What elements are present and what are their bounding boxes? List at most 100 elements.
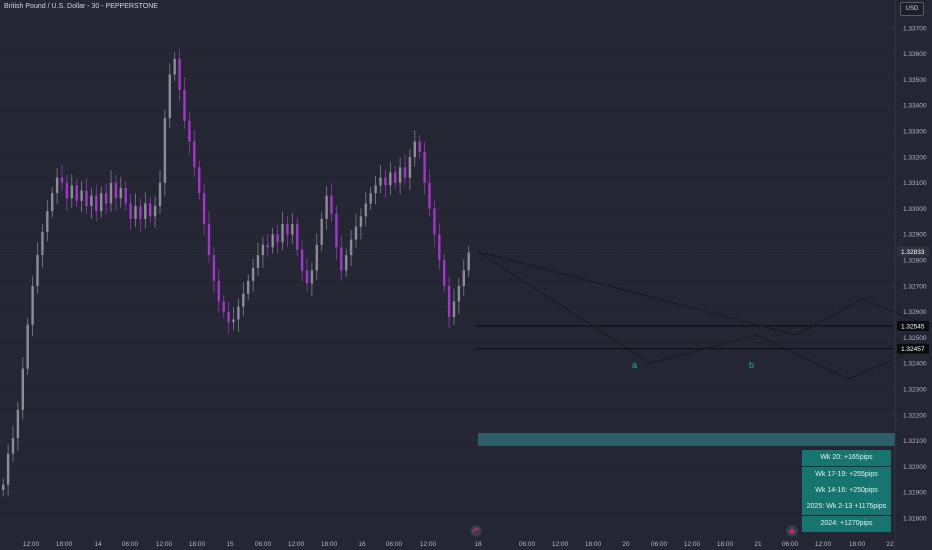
candle-body: [428, 182, 431, 209]
x-tick-label: 12:00: [552, 541, 569, 548]
candle-body: [153, 206, 157, 217]
candle-body: [271, 234, 274, 248]
x-tick-label: 12:00: [288, 541, 305, 548]
candle-body: [247, 280, 250, 294]
candle-body: [2, 484, 5, 490]
y-tick-label: 1.33200: [903, 154, 927, 161]
levels: 1.32833 1.32545 1.32457: [0, 246, 929, 446]
candle-body: [300, 249, 304, 271]
tradingview-logo-icon[interactable]: [470, 525, 482, 537]
candle-body: [266, 244, 269, 248]
price-tag-bg: [897, 320, 929, 331]
candle-body: [389, 172, 392, 186]
candle-body: [95, 195, 98, 212]
candle-body: [70, 185, 73, 199]
candle-body: [134, 206, 137, 219]
candle-body: [188, 120, 191, 142]
candle-body: [403, 167, 407, 178]
y-tick-label: 1.33400: [903, 103, 927, 110]
x-tick-label: 21: [754, 541, 762, 548]
candle-body: [438, 234, 441, 261]
candle-body: [55, 177, 59, 194]
candle-body: [207, 224, 211, 256]
candles: [2, 49, 470, 497]
candle-body: [286, 224, 289, 235]
price-tag-bg: [897, 343, 929, 354]
candle-body: [202, 193, 206, 225]
candle-body: [359, 216, 363, 227]
candle-body: [443, 260, 446, 286]
candle-body: [349, 239, 353, 256]
projection-path_2: [477, 251, 932, 336]
x-tick-label: 06:00: [519, 541, 536, 548]
candle-body: [315, 244, 318, 271]
candle-body: [374, 185, 377, 194]
candle-body: [90, 195, 93, 207]
candle-body: [462, 270, 465, 286]
candle-body: [335, 213, 338, 248]
y-tick-label: 1.32800: [903, 258, 927, 265]
candle-body: [75, 185, 78, 201]
candle-body: [144, 203, 147, 219]
stats-row: Wk 14-16: +250pips: [802, 483, 891, 499]
stats-row: 2025: Wk 2-13 +1175pips: [802, 499, 891, 515]
x-tick-label: 18:00: [189, 541, 206, 548]
price-tag-label: 1.32833: [901, 249, 925, 256]
candle-body: [296, 224, 299, 250]
candle-body: [418, 141, 421, 152]
candle-body: [408, 157, 412, 178]
candle-body: [212, 255, 216, 281]
candle-body: [467, 252, 470, 271]
candle-body: [178, 58, 181, 90]
candle-body: [6, 453, 10, 485]
candle-body: [345, 255, 348, 271]
candle-body: [251, 267, 255, 281]
x-tick-label: 16: [358, 541, 366, 548]
candle-body: [85, 190, 88, 207]
candle-body: [193, 141, 196, 168]
candle-body: [379, 177, 382, 186]
candle-body: [340, 247, 343, 271]
wave-label-b: b: [749, 360, 754, 370]
x-tick-label: 12:00: [815, 541, 832, 548]
candle-body: [21, 368, 24, 410]
candle-body: [11, 438, 15, 454]
candle-body: [452, 301, 456, 317]
candle-body: [281, 224, 284, 243]
candle-body: [261, 244, 265, 256]
candle-body: [149, 203, 152, 217]
candle-body: [139, 206, 142, 219]
x-tick-label: 18:00: [585, 541, 602, 548]
y-tick-label: 1.32100: [903, 438, 927, 445]
y-tick-label: 1.33700: [903, 25, 927, 32]
y-tick-label: 1.33000: [903, 206, 927, 213]
candle-body: [222, 301, 225, 312]
candle-body: [119, 187, 122, 199]
candle-body: [398, 167, 402, 183]
price-tag-label: 1.32545: [901, 323, 925, 330]
candle-body: [394, 172, 397, 183]
x-tick-label: 15: [226, 541, 234, 548]
x-tick-label: 12:00: [420, 541, 437, 548]
currency-button[interactable]: USD: [900, 2, 924, 16]
candle-body: [369, 193, 372, 204]
candle-body: [310, 270, 314, 284]
x-tick-label: 20: [622, 541, 630, 548]
price-tag-label: 1.32457: [901, 346, 925, 353]
candle-body: [65, 182, 69, 199]
candle-body: [46, 211, 49, 232]
wave-label-a: a: [632, 360, 637, 370]
x-tick-label: 12:00: [23, 541, 40, 548]
x-tick-label: 22: [886, 541, 894, 548]
x-tick-label: 18:00: [321, 541, 338, 548]
y-tick-label: 1.32400: [903, 361, 927, 368]
x-axis: 12:00 18:00 14 06:00 12:00 18:00 15 06:00 12:00 1…: [23, 541, 894, 548]
alert-icon[interactable]: [786, 525, 798, 537]
candle-body: [26, 324, 29, 369]
candle-body: [16, 409, 20, 439]
candle-body: [31, 286, 34, 325]
x-tick-label: 18: [474, 541, 482, 548]
stats-row: Wk 17-19: +255pips: [802, 467, 891, 483]
